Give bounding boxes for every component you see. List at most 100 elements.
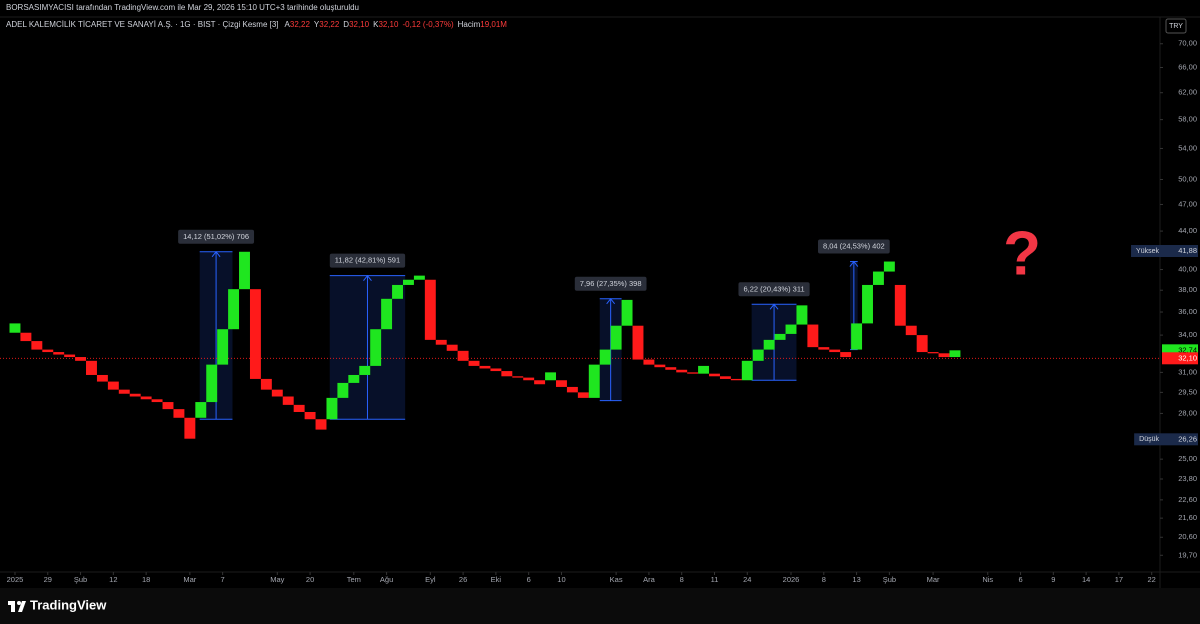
brick <box>348 374 360 383</box>
y-tick-label: 62,00 <box>1178 88 1197 97</box>
y-tick-label: 25,00 <box>1178 454 1197 463</box>
brick <box>31 341 43 350</box>
brick <box>479 365 491 369</box>
x-tick-label: 26 <box>459 575 467 584</box>
last-close-label: 32,74 <box>1178 345 1197 354</box>
logo-part <box>18 601 26 612</box>
y-tick-label: 28,00 <box>1178 408 1197 417</box>
brick <box>610 325 622 350</box>
brick <box>534 380 546 385</box>
brick <box>709 373 720 377</box>
y-tick-label: 19,70 <box>1178 550 1197 559</box>
brick <box>621 299 633 326</box>
currency-box <box>1165 18 1187 34</box>
question-mark: ? <box>1003 219 1041 288</box>
brick <box>107 381 119 390</box>
measure-arrowhead <box>211 250 221 258</box>
high-name: Yüksek <box>1136 248 1159 255</box>
brick <box>435 339 447 345</box>
y-tick-label: 70,00 <box>1178 39 1197 48</box>
brick <box>665 367 677 370</box>
ohlc-label: K <box>373 20 379 29</box>
brick <box>271 389 283 397</box>
y-tick-label: 54,00 <box>1178 143 1197 152</box>
brick <box>862 284 873 324</box>
x-tick-label: Mar <box>927 575 940 584</box>
brick <box>118 389 130 394</box>
brick <box>239 251 250 290</box>
x-tick-label: 17 <box>1115 575 1123 584</box>
low-name: Düşük <box>1139 436 1159 443</box>
brick <box>545 372 557 381</box>
brick <box>184 417 196 439</box>
y-tick-label: 34,00 <box>1178 330 1197 339</box>
brick <box>556 380 567 387</box>
y-tick-label: 40,00 <box>1178 265 1197 274</box>
brick <box>402 279 414 285</box>
brick <box>42 349 54 353</box>
x-tick-label: Şub <box>74 575 87 584</box>
brick <box>599 349 611 365</box>
high-box <box>1162 245 1198 258</box>
current-price-box <box>1162 352 1198 365</box>
brick <box>326 397 338 420</box>
currency: TRY <box>1169 23 1183 30</box>
brick <box>730 378 742 381</box>
brick <box>20 332 32 342</box>
brick <box>282 396 294 405</box>
y-tick-label: 47,00 <box>1178 199 1197 208</box>
x-tick-label: 2025 <box>7 575 24 584</box>
brick <box>785 324 797 334</box>
x-tick-label: 20 <box>306 575 314 584</box>
brick <box>228 289 240 330</box>
brick <box>719 376 731 379</box>
measure-label-box <box>178 229 255 244</box>
x-tick-label: Eki <box>491 575 502 584</box>
y-tick-label: 50,00 <box>1178 174 1197 183</box>
brick <box>96 374 108 382</box>
measure-label-box <box>329 253 406 268</box>
brick <box>86 360 97 375</box>
x-tick-label: 6 <box>527 575 531 584</box>
brick <box>315 419 327 430</box>
logo-part <box>17 601 21 605</box>
brick <box>173 409 185 418</box>
brick <box>75 357 87 361</box>
brick <box>916 335 928 353</box>
brick <box>687 372 699 374</box>
change: -0,12 (-0,37%) <box>402 20 453 29</box>
brick <box>829 349 841 353</box>
brick <box>195 402 207 418</box>
y-tick-label: 20,60 <box>1178 532 1197 541</box>
x-tick-label: Eyl <box>425 575 436 584</box>
brick <box>807 324 819 348</box>
measure-label: 7,96 (27,35%) 398 <box>580 279 642 288</box>
brick <box>883 261 895 272</box>
x-tick-label: 29 <box>44 575 52 584</box>
brick <box>9 323 21 333</box>
y-tick-label: 29,50 <box>1178 387 1197 396</box>
ohlc-label: Y <box>314 20 320 29</box>
measure-arrowhead <box>849 260 859 267</box>
high-label: 41,88 <box>1178 246 1197 255</box>
ohlc-value: 32,10 <box>349 20 370 29</box>
ohlc-label: A <box>285 20 291 29</box>
volume-value: 19,01M <box>480 20 507 29</box>
current-price-label: 32,10 <box>1178 353 1197 362</box>
ohlc-value: 32,10 <box>378 20 399 29</box>
brick <box>501 371 513 377</box>
x-tick-label: 11 <box>711 575 719 584</box>
brick <box>129 393 141 397</box>
brick <box>698 365 710 374</box>
low-box <box>1162 433 1198 446</box>
measure-arrowhead <box>606 298 616 305</box>
brick <box>293 404 305 412</box>
brick <box>392 284 403 299</box>
x-tick-label: 8 <box>680 575 684 584</box>
x-tick-label: May <box>270 575 284 584</box>
brick <box>359 365 371 375</box>
brick <box>490 368 502 372</box>
x-tick-label: 24 <box>743 575 751 584</box>
